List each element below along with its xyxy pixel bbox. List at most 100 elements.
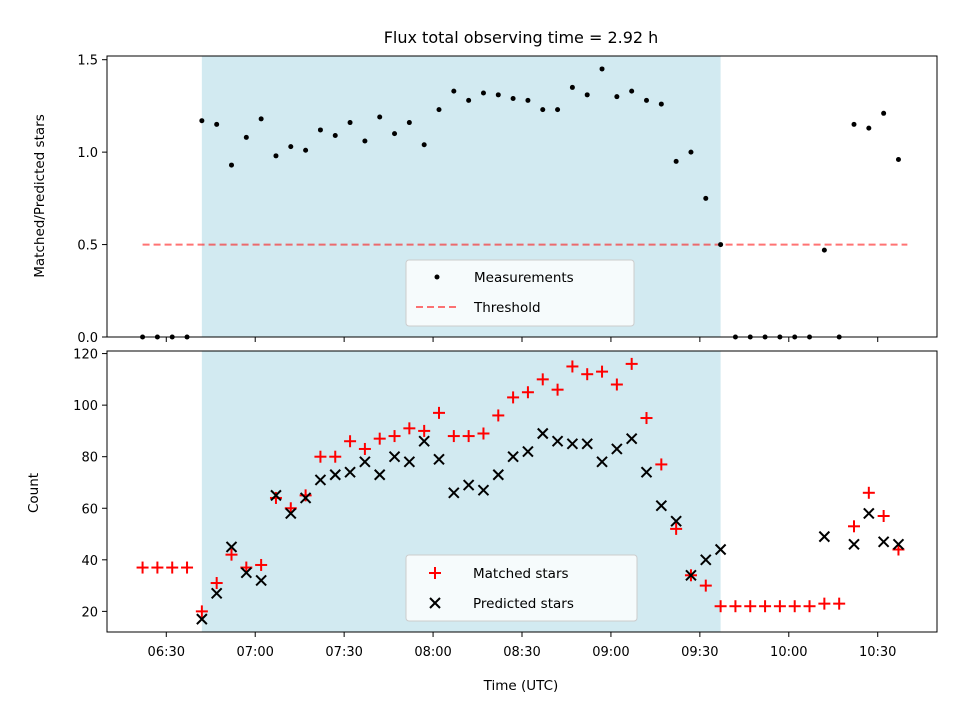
matched-star-point bbox=[462, 430, 475, 443]
predicted-star-point bbox=[299, 492, 312, 504]
matched-star-point bbox=[759, 600, 772, 613]
matched-star-point bbox=[358, 442, 371, 455]
matched-star-point bbox=[551, 383, 564, 396]
predicted-star-point bbox=[848, 538, 860, 551]
legend-matched-marker bbox=[429, 567, 441, 579]
measurement-point bbox=[214, 121, 220, 127]
measurement-point bbox=[614, 94, 620, 100]
predicted-star-point bbox=[714, 543, 727, 556]
y-tick-label: 0.0 bbox=[77, 331, 98, 346]
matched-star-point bbox=[181, 561, 194, 574]
measurement-point bbox=[555, 107, 561, 113]
x-tick-label: 10:00 bbox=[770, 645, 807, 660]
matched-star-point bbox=[433, 406, 445, 419]
measurement-point bbox=[881, 110, 887, 116]
predicted-star-point bbox=[863, 507, 875, 520]
x-tick-label: 09:00 bbox=[592, 645, 629, 660]
matched-star-point bbox=[507, 391, 520, 404]
top-legend: Measurements Threshold bbox=[405, 259, 635, 327]
predicted-star-point bbox=[433, 453, 445, 465]
matched-star-point bbox=[329, 450, 342, 463]
measurement-point bbox=[392, 131, 398, 137]
legend-predicted-marker bbox=[429, 597, 441, 609]
measurement-point bbox=[229, 162, 234, 168]
bottom-panel: 20 40 60 80 100 120 06:30 07:00 07:30 08:00 08:30… bbox=[26, 348, 938, 694]
predicted-star-point bbox=[581, 438, 593, 450]
matched-star-point bbox=[773, 600, 786, 613]
matched-star-point bbox=[862, 486, 875, 499]
predicted-star-point bbox=[551, 435, 564, 447]
matched-star-point bbox=[803, 600, 816, 613]
predicted-star-point bbox=[448, 487, 460, 499]
matched-star-point bbox=[877, 509, 890, 522]
top-plot-frame bbox=[106, 55, 938, 338]
predicted-star-point bbox=[685, 569, 697, 581]
measurement-point bbox=[466, 97, 472, 103]
top-y-ticks: 0.0 0.5 1.0 1.5 bbox=[77, 54, 107, 346]
y-tick-label: 20 bbox=[81, 605, 98, 620]
matched-star-point bbox=[136, 561, 149, 574]
bottom-y-axis-label: Count bbox=[26, 473, 42, 513]
measurement-point bbox=[599, 66, 605, 72]
measurement-point bbox=[540, 107, 546, 113]
y-tick-label: 0.5 bbox=[77, 239, 98, 254]
x-tick-label: 06:30 bbox=[148, 645, 185, 660]
x-tick-label: 08:00 bbox=[414, 645, 451, 660]
measurement-point bbox=[258, 116, 264, 122]
matched-star-point bbox=[788, 600, 801, 613]
measurement-point bbox=[688, 149, 694, 155]
predicted-star-point bbox=[462, 479, 475, 491]
y-tick-label: 40 bbox=[81, 554, 98, 569]
measurement-point bbox=[421, 142, 427, 148]
matched-star-point bbox=[536, 373, 549, 386]
predicted-star-point bbox=[329, 469, 341, 481]
top-y-axis-label: Matched/Predicted stars bbox=[32, 114, 48, 277]
measurement-point bbox=[362, 138, 368, 144]
measurement-point bbox=[629, 88, 635, 94]
x-tick-label: 09:30 bbox=[681, 645, 718, 660]
matched-star-point bbox=[373, 432, 386, 445]
bottom-marks bbox=[136, 357, 905, 625]
y-tick-label: 60 bbox=[81, 502, 98, 517]
measurement-point bbox=[895, 157, 901, 163]
x-tick-label: 10:30 bbox=[859, 645, 896, 660]
legend-measurements-label: Measurements bbox=[474, 270, 574, 286]
predicted-star-point bbox=[374, 469, 386, 481]
predicted-star-point bbox=[492, 469, 504, 481]
predicted-star-point bbox=[240, 566, 253, 579]
predicted-star-point bbox=[403, 456, 416, 468]
predicted-star-point bbox=[285, 507, 297, 520]
matched-star-point bbox=[403, 422, 416, 435]
matched-star-point bbox=[581, 368, 594, 381]
predicted-star-point bbox=[477, 484, 490, 496]
predicted-star-point bbox=[640, 466, 653, 478]
matched-star-point bbox=[744, 600, 757, 613]
measurement-point bbox=[451, 88, 457, 94]
measurement-point bbox=[377, 114, 383, 120]
matched-star-point bbox=[848, 520, 860, 533]
y-tick-label: 120 bbox=[73, 348, 98, 363]
measurement-point bbox=[703, 195, 709, 201]
predicted-star-point bbox=[611, 443, 623, 455]
matched-star-point bbox=[255, 558, 268, 571]
measurement-point bbox=[718, 242, 724, 248]
measurement-point bbox=[569, 84, 575, 90]
predicted-star-point bbox=[700, 554, 712, 566]
bottom-x-ticks: 06:30 07:00 07:30 08:00 08:30 09:00 09:30 10:00… bbox=[148, 632, 896, 660]
legend-threshold-label: Threshold bbox=[473, 300, 541, 316]
predicted-star-point bbox=[537, 427, 549, 440]
matched-star-point bbox=[521, 386, 534, 399]
x-axis-label: Time (UTC) bbox=[483, 678, 559, 694]
measurement-point bbox=[510, 96, 516, 102]
measurement-point bbox=[673, 158, 679, 164]
matched-star-point bbox=[344, 435, 357, 448]
matched-star-point bbox=[151, 561, 164, 574]
matched-star-point bbox=[670, 522, 683, 535]
predicted-star-point bbox=[196, 613, 208, 625]
measurement-point bbox=[199, 118, 205, 124]
top-x-ticks bbox=[165, 337, 879, 342]
matched-star-point bbox=[610, 378, 623, 391]
predicted-star-point bbox=[522, 445, 534, 458]
measurement-point bbox=[658, 101, 664, 107]
predicted-star-point bbox=[818, 530, 831, 543]
